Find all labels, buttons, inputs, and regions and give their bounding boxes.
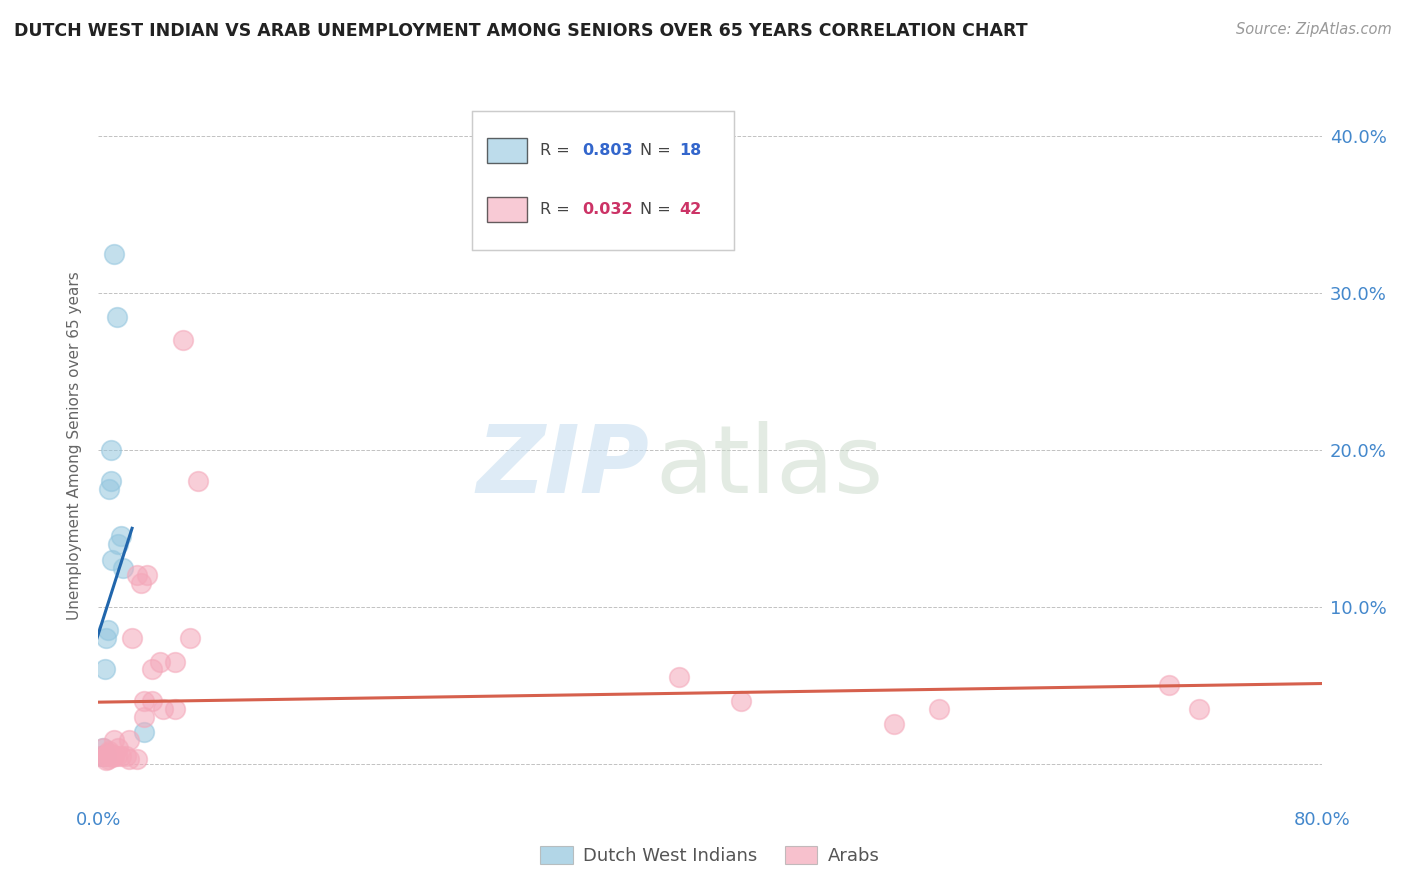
Point: [121, 631, 143, 645]
Text: Source: ZipAtlas.com: Source: ZipAtlas.com: [1236, 22, 1392, 37]
Point: [98, 482, 121, 496]
Point: [883, 717, 905, 731]
Y-axis label: Unemployment Among Seniors over 65 years: Unemployment Among Seniors over 65 years: [67, 272, 83, 620]
Point: [118, 752, 141, 766]
Text: DUTCH WEST INDIAN VS ARAB UNEMPLOYMENT AMONG SENIORS OVER 65 YEARS CORRELATION C: DUTCH WEST INDIAN VS ARAB UNEMPLOYMENT A…: [14, 22, 1028, 40]
Point: [1188, 702, 1211, 716]
Point: [187, 475, 209, 489]
Point: [103, 733, 125, 747]
Point: [105, 748, 128, 763]
Text: atlas: atlas: [655, 421, 883, 514]
Point: [97, 624, 120, 638]
Point: [103, 748, 125, 763]
Point: [163, 655, 186, 669]
Point: [179, 631, 201, 645]
Point: [100, 442, 122, 457]
Point: [125, 568, 148, 582]
Point: [110, 529, 132, 543]
Point: [94, 631, 117, 645]
Point: [149, 655, 172, 669]
Point: [141, 694, 163, 708]
Point: [100, 748, 122, 763]
Point: [107, 740, 129, 755]
Point: [163, 702, 186, 716]
Point: [134, 725, 156, 739]
Point: [93, 748, 115, 763]
Point: [103, 247, 125, 261]
Legend: Dutch West Indians, Arabs: Dutch West Indians, Arabs: [533, 839, 887, 872]
Point: [97, 746, 120, 760]
Point: [172, 333, 194, 347]
Point: [94, 748, 117, 763]
Point: [110, 748, 132, 763]
Point: [129, 576, 152, 591]
Point: [97, 752, 120, 766]
Point: [98, 748, 121, 763]
Point: [101, 552, 124, 566]
Point: [111, 560, 134, 574]
Point: [91, 748, 114, 763]
Point: [94, 754, 117, 768]
Point: [105, 310, 128, 324]
Point: [152, 702, 174, 716]
Point: [100, 475, 122, 489]
Point: [98, 744, 121, 758]
Point: [91, 740, 114, 755]
Point: [125, 752, 148, 766]
Point: [115, 748, 138, 763]
Point: [136, 568, 159, 582]
Point: [93, 748, 115, 763]
Point: [134, 709, 156, 723]
Point: [134, 694, 156, 708]
Point: [91, 740, 114, 755]
Point: [141, 663, 163, 677]
Point: [107, 537, 129, 551]
Point: [668, 670, 690, 684]
Point: [90, 748, 112, 763]
Point: [101, 750, 124, 764]
Point: [730, 694, 752, 708]
Point: [100, 747, 122, 761]
Point: [90, 748, 112, 763]
Point: [928, 702, 950, 716]
Point: [1157, 678, 1180, 692]
Point: [118, 733, 141, 747]
Text: ZIP: ZIP: [477, 421, 650, 514]
Point: [94, 748, 117, 763]
Point: [93, 663, 115, 677]
